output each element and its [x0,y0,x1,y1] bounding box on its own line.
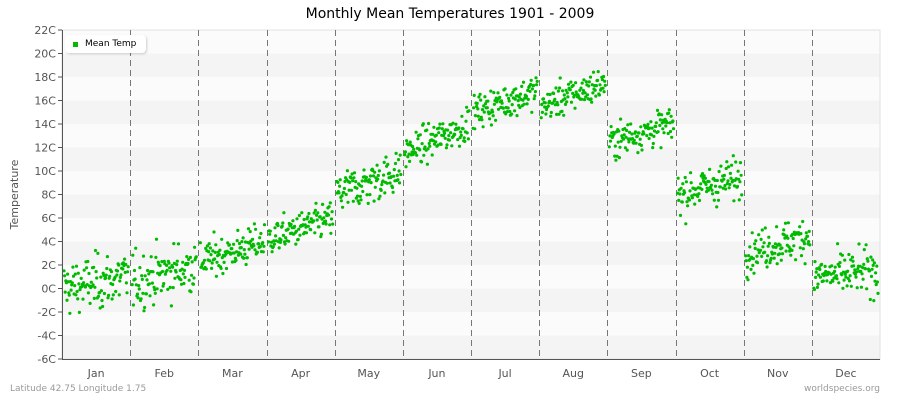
x-tick-label: Sep [631,367,652,380]
y-tick-label: 14C [34,118,56,131]
y-tick-label: 22C [34,24,56,37]
x-tick-label: May [357,367,380,380]
x-tick-label: Mar [222,367,243,380]
y-tick-label: 20C [34,48,56,61]
y-tick-label: 4C [41,236,56,249]
y-tick-label: -4C [37,330,56,343]
data-points [62,70,880,315]
x-tick-label: Aug [563,367,584,380]
y-tick-label: 18C [34,71,56,84]
month-separators [130,30,813,359]
x-tick-label: Nov [767,367,789,380]
x-tick-label: Dec [835,367,856,380]
x-tick-label: Apr [291,367,311,380]
x-tick-label: Oct [700,367,720,380]
x-tick-label: Jun [427,367,445,380]
chart-title: Monthly Mean Temperatures 1901 - 2009 [305,6,595,22]
y-tick-label: 12C [34,142,56,155]
legend-swatch-icon [73,41,78,47]
y-axis-label: Temperature [8,159,21,230]
axes: -6C -4C -2C 0C 2C 4C 6C 8C 10C 12C 14C 16C 18C 20C 22C… [8,24,880,380]
y-tick-label: 0C [41,283,56,296]
source-link[interactable]: worldspecies.org [803,384,880,394]
y-tick-label: -6C [37,353,56,366]
y-tick-label: -2C [37,306,56,319]
y-tick-label: 10C [34,165,56,178]
y-tick-label: 2C [41,259,56,272]
location-label: Latitude 42.75 Longitude 1.75 [10,384,147,394]
legend: Mean Temp [65,35,147,53]
y-tick-label: 16C [34,95,56,108]
x-tick-label: Feb [155,367,174,380]
y-tick-label: 6C [41,212,56,225]
x-tick-label: Jan [87,367,105,380]
y-tick-label: 8C [41,189,56,202]
legend-label: Mean Temp [85,39,137,49]
x-tick-label: Jul [497,367,511,380]
